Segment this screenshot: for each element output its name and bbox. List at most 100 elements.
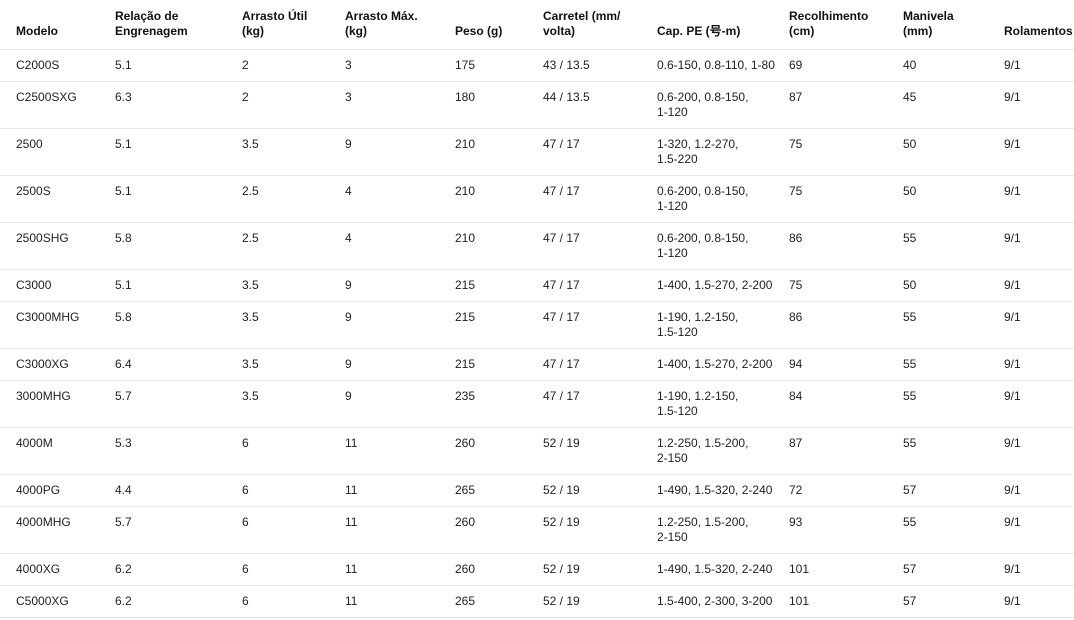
cell-manivela: 45 [903,81,1004,129]
column-header-peso: Peso (g) [455,0,543,50]
cell-carretel: 47 / 17 [543,222,657,270]
cell-peso: 215 [455,269,543,302]
cell-modelo: 2500S [0,175,115,223]
cell-recolhimento: 93 [789,506,903,554]
cell-relacao-engrenagem: 5.8 [115,222,242,270]
cell-recolhimento: 87 [789,81,903,129]
cell-recolhimento: 72 [789,474,903,507]
cell-carretel: 47 / 17 [543,301,657,349]
cell-carretel: 52 / 19 [543,474,657,507]
cell-relacao-engrenagem: 5.1 [115,128,242,176]
column-header-modelo: Modelo [0,0,115,50]
column-header-relacao-engrenagem: Relação de Engrenagem [115,0,242,50]
table-row: 3000MHG 5.7 3.5 9 235 47 / 17 1-190, 1.2-150, … [0,380,1074,428]
cell-arrasto-max: 9 [345,269,455,302]
cell-manivela: 55 [903,427,1004,475]
cell-arrasto-max: 11 [345,585,455,618]
cell-relacao-engrenagem: 5.7 [115,380,242,428]
cell-recolhimento: 87 [789,427,903,475]
cell-rolamentos: 9/1 [1004,380,1074,428]
cell-relacao-engrenagem: 5.1 [115,49,242,82]
cell-recolhimento: 101 [789,553,903,586]
cell-carretel: 52 / 19 [543,427,657,475]
cell-modelo: C3000 [0,269,115,302]
table-row: C3000XG 6.4 3.5 9 215 47 / 17 1-400, 1.5-270, … [0,348,1074,381]
table-row: 4000MHG 5.7 6 11 260 52 / 19 1.2-250, 1.5-200,… [0,506,1074,554]
cell-cap-pe: 1.2-250, 1.5-200, 2-150 [657,506,789,554]
cell-rolamentos: 9/1 [1004,222,1074,270]
header-row: Modelo Relação de Engrenagem Arrasto Úti… [0,0,1074,50]
cell-arrasto-max: 9 [345,380,455,428]
cell-relacao-engrenagem: 6.3 [115,81,242,129]
cell-carretel: 52 / 19 [543,553,657,586]
cell-manivela: 55 [903,301,1004,349]
cell-arrasto-util: 2.5 [242,222,345,270]
cell-arrasto-util: 6 [242,553,345,586]
cell-recolhimento: 75 [789,128,903,176]
column-header-arrasto-util: Arrasto Útil (kg) [242,0,345,50]
cell-arrasto-max: 3 [345,49,455,82]
cell-rolamentos: 9/1 [1004,553,1074,586]
column-header-carretel: Carretel (mm/ volta) [543,0,657,50]
cell-arrasto-max: 3 [345,81,455,129]
cell-modelo: C2000S [0,49,115,82]
cell-cap-pe: 1-190, 1.2-150, 1.5-120 [657,301,789,349]
cell-arrasto-util: 3.5 [242,301,345,349]
cell-arrasto-util: 3.5 [242,348,345,381]
cell-relacao-engrenagem: 6.2 [115,585,242,618]
cell-arrasto-util: 6 [242,585,345,618]
cell-arrasto-max: 9 [345,348,455,381]
cell-rolamentos: 9/1 [1004,128,1074,176]
column-header-recolhimento: Recolhimento (cm) [789,0,903,50]
cell-peso: 210 [455,175,543,223]
cell-manivela: 57 [903,474,1004,507]
cell-peso: 210 [455,222,543,270]
cell-modelo: C2500SXG [0,81,115,129]
cell-manivela: 55 [903,348,1004,381]
cell-peso: 215 [455,301,543,349]
cell-recolhimento: 101 [789,585,903,618]
cell-cap-pe: 1-190, 1.2-150, 1.5-120 [657,380,789,428]
cell-modelo: C3000MHG [0,301,115,349]
cell-rolamentos: 9/1 [1004,81,1074,129]
cell-carretel: 52 / 19 [543,506,657,554]
cell-peso: 260 [455,553,543,586]
cell-manivela: 50 [903,269,1004,302]
cell-peso: 265 [455,474,543,507]
table-row: C5000XG 6.2 6 11 265 52 / 19 1.5-400, 2-300, 3… [0,585,1074,618]
cell-rolamentos: 9/1 [1004,585,1074,618]
table-row: C2500SXG 6.3 2 3 180 44 / 13.5 0.6-200, 0.8-15… [0,81,1074,129]
cell-relacao-engrenagem: 5.1 [115,269,242,302]
cell-arrasto-util: 3.5 [242,380,345,428]
cell-cap-pe: 0.6-200, 0.8-150, 1-120 [657,81,789,129]
cell-carretel: 52 / 19 [543,585,657,618]
cell-arrasto-util: 6 [242,506,345,554]
cell-relacao-engrenagem: 6.2 [115,553,242,586]
column-header-arrasto-max: Arrasto Máx. (kg) [345,0,455,50]
table-row: C3000MHG 5.8 3.5 9 215 47 / 17 1-190, 1.2-150,… [0,301,1074,349]
cell-cap-pe: 0.6-200, 0.8-150, 1-120 [657,222,789,270]
cell-rolamentos: 9/1 [1004,175,1074,223]
cell-recolhimento: 69 [789,49,903,82]
cell-carretel: 43 / 13.5 [543,49,657,82]
cell-relacao-engrenagem: 5.8 [115,301,242,349]
cell-arrasto-util: 6 [242,427,345,475]
cell-manivela: 55 [903,380,1004,428]
cell-cap-pe: 0.6-150, 0.8-110, 1-80 [657,49,789,82]
cell-arrasto-max: 4 [345,175,455,223]
cell-arrasto-max: 11 [345,553,455,586]
table-row: 2500 5.1 3.5 9 210 47 / 17 1-320, 1.2-270, 1.5… [0,128,1074,176]
cell-cap-pe: 1.5-400, 2-300, 3-200 [657,585,789,618]
cell-manivela: 57 [903,585,1004,618]
specs-table-body: C2000S 5.1 2 3 175 43 / 13.5 0.6-150, 0.8-110,… [0,49,1074,618]
cell-carretel: 47 / 17 [543,348,657,381]
cell-carretel: 47 / 17 [543,269,657,302]
cell-arrasto-util: 2 [242,81,345,129]
cell-manivela: 57 [903,553,1004,586]
cell-manivela: 40 [903,49,1004,82]
cell-arrasto-max: 9 [345,128,455,176]
cell-cap-pe: 1.2-250, 1.5-200, 2-150 [657,427,789,475]
cell-recolhimento: 86 [789,301,903,349]
